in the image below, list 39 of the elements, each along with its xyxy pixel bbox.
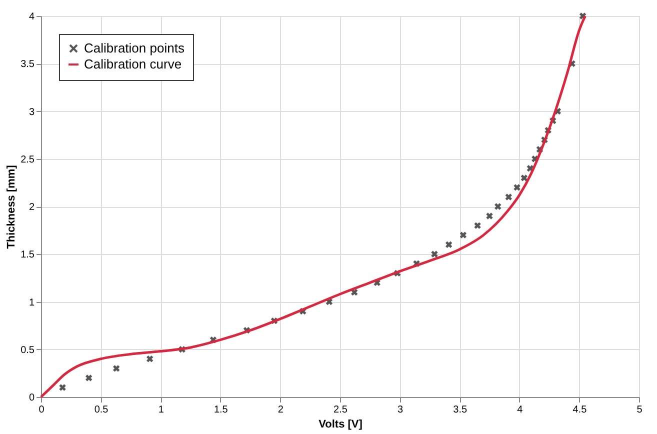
y-tick-label: 3 [28,106,35,118]
legend-label: Calibration curve [84,56,182,72]
x-tick-label: 1 [158,404,164,416]
point [146,355,154,363]
y-tick-label: 2.5 [20,154,35,166]
point [520,174,528,182]
y-tick-label: 0 [28,392,35,404]
point [112,364,120,372]
x-tick-label: 2 [278,404,284,416]
legend-label: Calibration points [84,40,185,56]
point [494,202,502,210]
y-tick-label: 0.5 [20,344,35,356]
point [474,222,482,230]
point [513,184,521,192]
x-axis-title: Volts [V] [318,418,363,430]
y-tick-label: 1.5 [20,250,35,261]
x-tick-label: 4 [517,404,524,416]
x-tick-label: 2.5 [334,404,348,416]
x-tick-label: 5 [636,404,643,416]
y-axis-title: Thickness [mm] [6,164,18,249]
point [85,374,93,382]
x-tick-label: 0 [38,404,45,416]
y-tick-label: 2 [28,202,35,213]
y-tick-label: 1 [28,297,35,308]
point [486,212,494,220]
point [326,298,333,306]
x-tick-label: 0.5 [94,404,109,416]
x-tick-label: 4.5 [572,404,588,416]
point [430,250,438,258]
point [350,288,358,296]
y-tick-label: 3.5 [20,59,35,70]
point [504,193,512,201]
x-tick-label: 3.5 [453,404,468,416]
point [445,240,453,248]
x-tick-label: 1.5 [214,404,228,416]
point [58,384,66,392]
x-tick-label: 3 [398,404,404,416]
point [459,231,467,239]
y-tick-label: 4 [28,12,35,22]
